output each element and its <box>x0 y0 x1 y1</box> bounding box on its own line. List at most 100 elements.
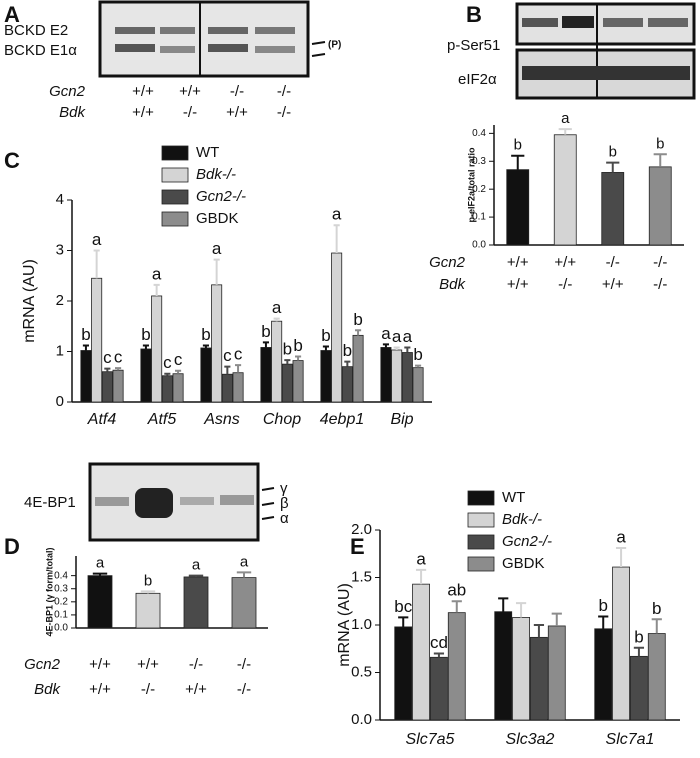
error-bar <box>175 369 182 374</box>
bar <box>380 347 392 403</box>
error-bar <box>142 344 149 349</box>
legend-label: WT <box>502 489 525 506</box>
bar <box>101 371 113 403</box>
row-label: Bdk <box>439 276 466 293</box>
bar <box>648 166 672 246</box>
bar <box>231 577 257 629</box>
significance-letter: b <box>141 325 150 344</box>
blot-a <box>98 0 326 78</box>
bar <box>647 633 666 721</box>
bar <box>447 612 466 721</box>
error-bar <box>82 344 89 351</box>
y-tick-label: 0.1 <box>54 610 68 621</box>
genotype: +/+ <box>602 276 624 293</box>
x-tick-label: Chop <box>263 411 301 428</box>
genotype: +/+ <box>507 276 529 293</box>
bar <box>183 576 209 629</box>
y-tick-label: 3 <box>56 241 64 258</box>
error-bar <box>344 360 351 367</box>
error-bar <box>224 365 231 375</box>
error-bar <box>273 317 280 322</box>
y-tick-label: 0.4 <box>54 570 68 581</box>
bar <box>630 655 648 721</box>
error-bar <box>433 652 445 658</box>
significance-letter: a <box>192 557 201 574</box>
significance-letter: a <box>240 553 249 570</box>
genotype: +/+ <box>185 681 207 698</box>
significance-letter: a <box>272 298 282 317</box>
significance-letter: a <box>392 327 402 346</box>
error-bar <box>451 600 462 613</box>
band-label: BCKD E2 <box>4 22 68 39</box>
bar <box>401 352 413 403</box>
significance-letter: cd <box>430 633 448 652</box>
error-bar <box>295 355 302 361</box>
bar <box>91 277 103 403</box>
y-axis-label: 4E-BP1 (γ form/total) <box>44 547 54 636</box>
bar <box>271 320 283 403</box>
legend-swatch <box>467 512 495 528</box>
significance-letter: a <box>92 230 102 249</box>
bar <box>494 611 513 721</box>
bar <box>430 656 448 721</box>
y-tick-label: 2 <box>56 292 64 309</box>
error-bar <box>606 161 620 173</box>
y-tick-label: 0.4 <box>472 128 486 139</box>
genotype: +/+ <box>507 254 529 271</box>
significance-letter: b <box>609 144 617 161</box>
error-bar <box>92 572 108 576</box>
x-tick-label: Slc7a5 <box>406 731 455 748</box>
row-label: Bdk <box>59 104 86 121</box>
bar <box>506 169 530 246</box>
genotype: +/+ <box>89 656 111 673</box>
significance-letter: b <box>634 627 643 646</box>
error-bar <box>515 602 527 618</box>
error-bar <box>633 646 645 657</box>
y-axis-label: p-eIF2a/total ratio <box>466 147 476 223</box>
y-axis-label: mRNA (AU) <box>21 259 38 343</box>
genotype: +/+ <box>132 104 154 121</box>
significance-letter: a <box>616 528 626 547</box>
error-bar <box>236 571 252 578</box>
form-label: α <box>280 510 289 527</box>
genotype: +/+ <box>554 254 576 271</box>
legend-label: GBDK <box>502 555 545 572</box>
bar <box>341 366 353 403</box>
panel-label: E <box>350 534 365 559</box>
y-tick-label: 0.2 <box>54 596 68 607</box>
error-bar <box>382 343 389 348</box>
error-bar <box>398 616 409 627</box>
error-bar <box>551 612 562 626</box>
bar <box>394 626 413 721</box>
significance-letter: bc <box>394 597 412 616</box>
legend-swatch <box>161 189 189 205</box>
x-tick-label: Slc3a2 <box>506 731 555 748</box>
bar <box>512 617 530 721</box>
error-bar <box>558 128 572 135</box>
y-tick-label: 0.3 <box>54 583 68 594</box>
error-bar <box>262 341 269 348</box>
significance-letter: c <box>234 345 243 364</box>
error-bar <box>140 590 156 594</box>
y-tick-label: 0.0 <box>472 240 486 251</box>
significance-letter: c <box>114 348 123 367</box>
genotype: -/- <box>237 681 251 698</box>
genotype: -/- <box>183 104 197 121</box>
panel-label: B <box>466 2 482 27</box>
genotype: -/- <box>230 83 244 100</box>
legend-label: WT <box>196 144 219 161</box>
significance-letter: c <box>223 346 232 365</box>
error-bar <box>533 624 545 638</box>
blot-d <box>88 462 260 542</box>
band-label: 4E-BP1 <box>24 494 76 511</box>
genotype: -/- <box>277 104 291 121</box>
legend-swatch <box>467 556 495 572</box>
significance-letter: b <box>413 345 422 364</box>
legend-swatch <box>467 490 495 506</box>
band-label: BCKD E1α <box>4 42 77 59</box>
genotype: -/- <box>653 254 667 271</box>
error-bar <box>104 367 111 372</box>
error-bar <box>511 154 525 170</box>
genotype: +/+ <box>226 104 248 121</box>
legend-label: Gcn2-/- <box>502 533 552 550</box>
